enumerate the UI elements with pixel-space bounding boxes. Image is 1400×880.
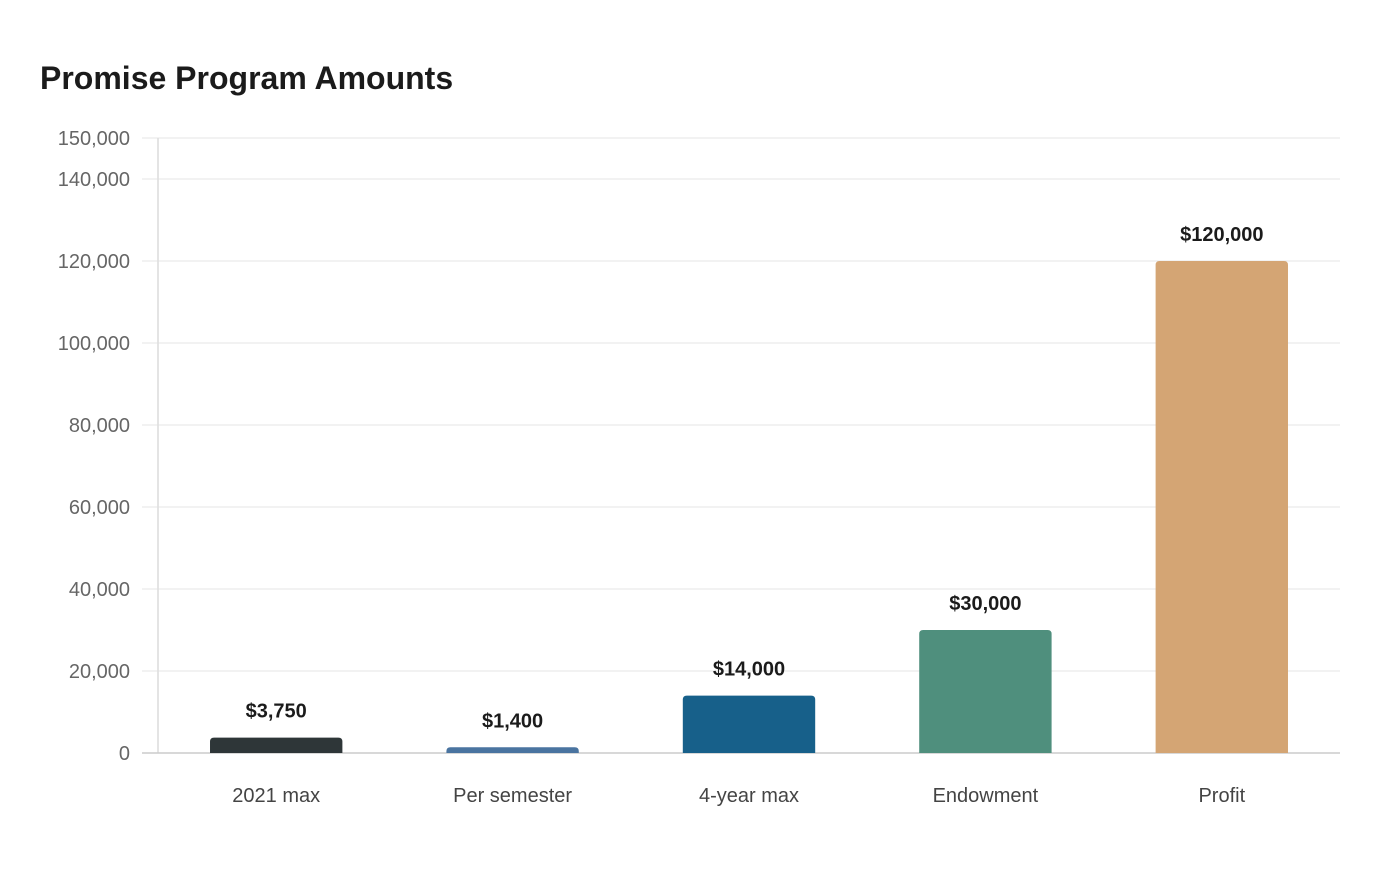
y-tick-label: 80,000 [69,415,130,437]
bar-2 [682,695,816,753]
bars [210,261,1288,753]
bar-0 [210,737,343,753]
data-label: $120,000 [1180,224,1263,246]
bar-4 [1155,261,1288,753]
y-tick-label: 150,000 [58,128,130,150]
data-label: $30,000 [949,593,1021,615]
y-tick-label: 40,000 [69,579,130,601]
data-label: $3,750 [246,701,307,723]
y-tick-label: 60,000 [69,497,130,519]
y-tick-label: 20,000 [69,661,130,683]
data-labels: $3,750 $1,400 $14,000 $30,000 $120,000 [246,224,1264,732]
y-tick-label: 0 [119,743,130,765]
x-tick-label: Endowment [933,785,1039,807]
gridlines [142,137,1340,672]
bar-3 [919,630,1052,753]
x-tick-label: Per semester [453,785,572,807]
x-tick-label: 2021 max [232,785,320,807]
y-tick-label: 100,000 [58,333,130,355]
y-tick-label: 140,000 [58,169,130,191]
x-tick-label: 4-year max [699,785,799,807]
y-tick-label: 120,000 [58,251,130,273]
chart-title: Promise Program Amounts [40,60,454,96]
x-tick-label: Profit [1198,785,1245,807]
data-label: $1,400 [482,710,543,732]
bar-1 [446,747,579,753]
data-label: $14,000 [713,659,785,681]
